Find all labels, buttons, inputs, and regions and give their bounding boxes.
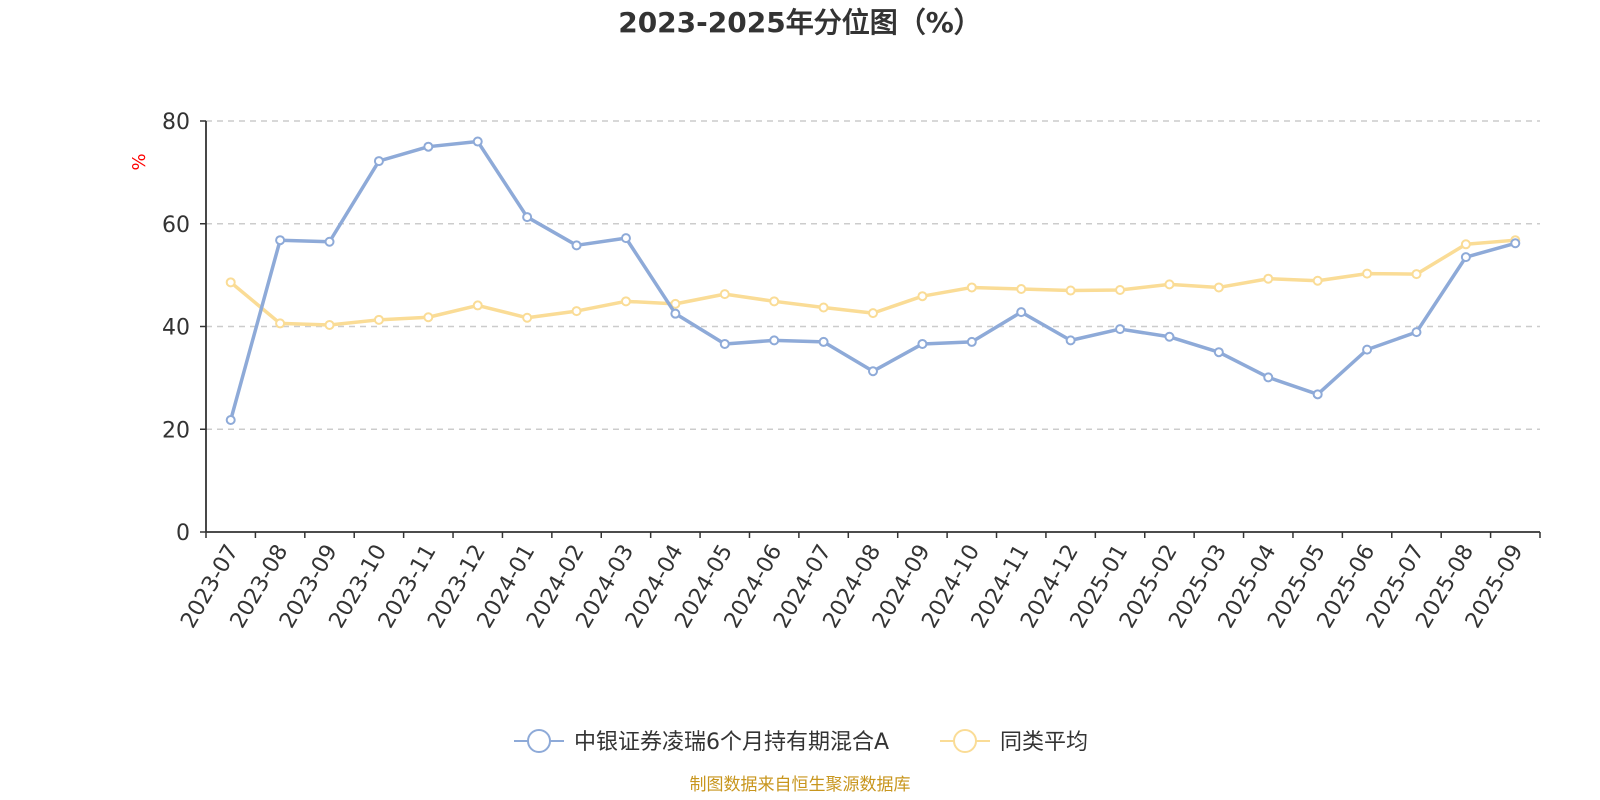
data-point[interactable]: [719, 289, 730, 300]
data-point[interactable]: [571, 240, 582, 251]
data-point[interactable]: [1460, 239, 1471, 250]
chart-title: 2023-2025年分位图（%）: [618, 6, 982, 39]
legend-label: 中银证券凌瑞6个月持有期混合A: [574, 730, 889, 755]
data-point[interactable]: [1016, 307, 1027, 318]
x-axis-ticks: 2023-072023-082023-092023-102023-112023-…: [176, 532, 1541, 633]
y-axis-label: %: [129, 153, 150, 170]
legend-item[interactable]: 中银证券凌瑞6个月持有期混合A: [514, 729, 889, 755]
data-point[interactable]: [1065, 285, 1076, 296]
data-point[interactable]: [966, 282, 977, 293]
data-point[interactable]: [719, 338, 730, 349]
y-axis-ticks: 0 20 40 60 80: [162, 110, 206, 546]
data-point[interactable]: [472, 300, 483, 311]
data-point[interactable]: [1312, 389, 1323, 400]
data-point[interactable]: [868, 366, 878, 377]
data-point[interactable]: [1510, 238, 1521, 249]
data-point[interactable]: [472, 136, 483, 147]
data-point[interactable]: [1115, 285, 1126, 296]
data-point[interactable]: [1016, 283, 1027, 294]
source-note: 制图数据来自恒生聚源数据库: [690, 775, 911, 795]
data-point[interactable]: [1065, 335, 1076, 346]
series-lines: [225, 136, 1521, 426]
y-tick-label: 80: [162, 110, 190, 135]
data-point[interactable]: [917, 338, 928, 349]
data-point[interactable]: [769, 296, 780, 307]
y-tick-label: 20: [162, 418, 190, 443]
data-point[interactable]: [966, 336, 977, 347]
data-point[interactable]: [423, 141, 434, 152]
series-group: [225, 235, 1521, 330]
data-point[interactable]: [373, 314, 384, 325]
data-point[interactable]: [1213, 347, 1224, 358]
data-point[interactable]: [1263, 273, 1274, 284]
data-point[interactable]: [1164, 331, 1175, 342]
y-tick-label: 0: [176, 521, 190, 546]
y-tick-label: 40: [162, 316, 190, 341]
data-point[interactable]: [1312, 275, 1323, 286]
data-point[interactable]: [275, 318, 286, 329]
data-point[interactable]: [769, 335, 780, 346]
data-point[interactable]: [423, 312, 434, 323]
data-point[interactable]: [225, 415, 236, 426]
data-point[interactable]: [1213, 282, 1224, 293]
data-point[interactable]: [373, 156, 384, 167]
data-point[interactable]: [1263, 372, 1274, 383]
data-point[interactable]: [868, 308, 878, 319]
data-point[interactable]: [620, 233, 631, 244]
legend-item[interactable]: 同类平均: [940, 729, 1088, 755]
data-point[interactable]: [1411, 327, 1422, 338]
data-point[interactable]: [818, 302, 829, 313]
y-tick-label: 60: [162, 213, 190, 238]
data-point[interactable]: [324, 319, 335, 330]
legend-marker-icon: [527, 729, 551, 753]
data-point[interactable]: [522, 212, 533, 223]
data-point[interactable]: [917, 291, 928, 302]
data-point[interactable]: [571, 306, 582, 317]
data-point[interactable]: [670, 308, 681, 319]
gridlines: [206, 120, 1540, 430]
data-point[interactable]: [225, 277, 236, 288]
data-point[interactable]: [620, 296, 631, 307]
data-point[interactable]: [324, 236, 335, 247]
series-group: [225, 136, 1521, 426]
data-point[interactable]: [1164, 279, 1175, 290]
data-point[interactable]: [1460, 252, 1471, 263]
data-point[interactable]: [1362, 268, 1373, 279]
data-point[interactable]: [522, 312, 533, 323]
legend-marker-icon: [953, 729, 977, 753]
legend[interactable]: 中银证券凌瑞6个月持有期混合A 同类平均: [514, 729, 1088, 755]
data-point[interactable]: [818, 336, 829, 347]
legend-label: 同类平均: [1000, 730, 1088, 755]
data-point[interactable]: [670, 298, 681, 309]
data-point[interactable]: [1411, 269, 1422, 280]
data-point[interactable]: [275, 235, 286, 246]
data-point[interactable]: [1115, 324, 1126, 335]
data-point[interactable]: [1362, 344, 1373, 355]
